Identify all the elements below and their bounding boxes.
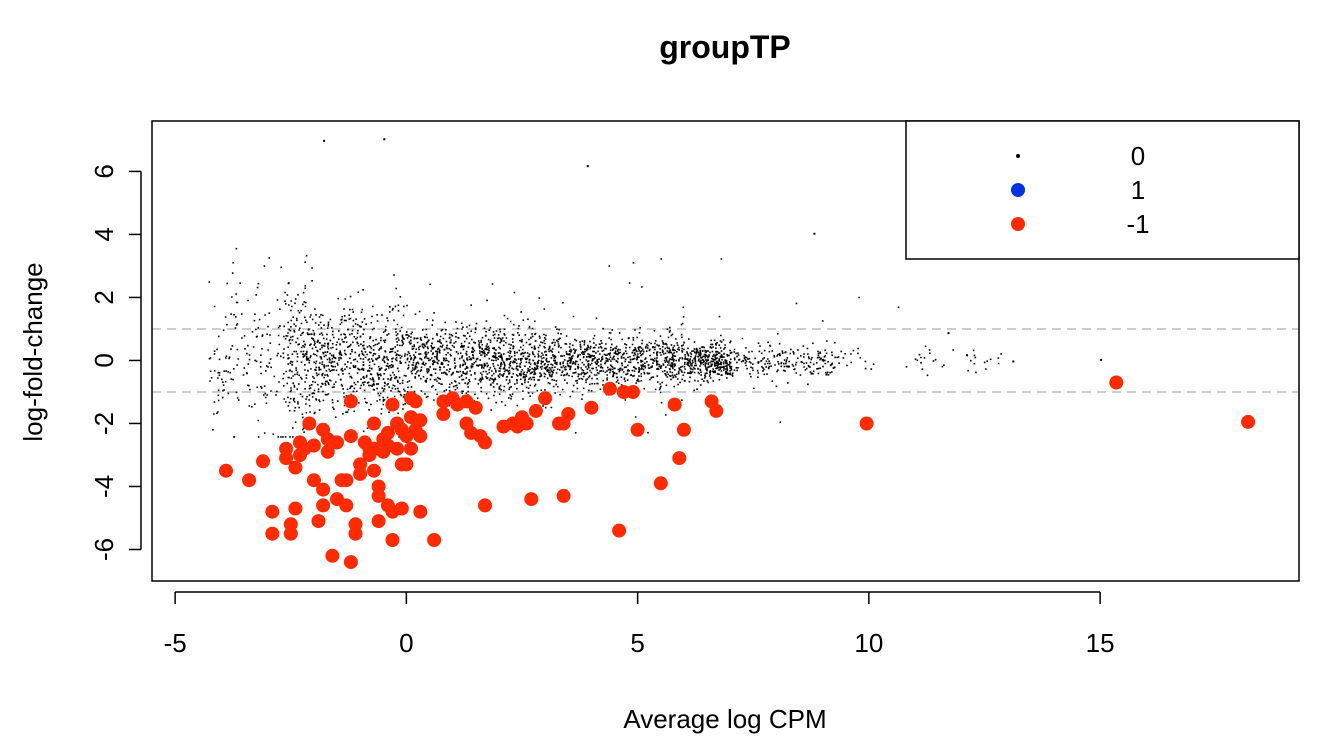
data-point (288, 460, 303, 475)
data-point (339, 498, 354, 513)
data-point (390, 441, 405, 456)
x-tick-label: 15 (1086, 628, 1115, 658)
data-point (367, 463, 381, 478)
x-tick-label: 0 (399, 628, 413, 658)
data-point (219, 463, 233, 478)
data-point (561, 407, 576, 421)
data-point (311, 514, 326, 529)
data-point (343, 394, 358, 409)
data-point (353, 466, 368, 481)
data-point (371, 514, 386, 529)
data-point (325, 548, 340, 563)
data-point (468, 400, 483, 415)
data-point (519, 416, 534, 431)
data-point (242, 473, 257, 488)
x-tick-label: 10 (854, 628, 883, 658)
data-point (302, 416, 317, 431)
data-point (265, 504, 280, 519)
data-point (413, 429, 428, 444)
y-tick-label: -4 (89, 475, 119, 498)
data-point (1241, 414, 1256, 429)
data-point (653, 476, 668, 491)
data-point (316, 498, 331, 513)
y-axis-label: log-fold-change (18, 262, 48, 441)
data-point (427, 533, 442, 547)
legend-marker (1016, 154, 1020, 158)
data-point (343, 429, 358, 444)
data-point (306, 438, 321, 453)
data-point (709, 403, 724, 418)
data-point (265, 526, 280, 541)
y-axis: -6 -4 -2 0 2 4 6 (89, 164, 142, 561)
data-point (538, 391, 553, 406)
data-point (283, 526, 298, 541)
significant-points (219, 375, 1256, 570)
data-point (408, 394, 423, 409)
x-axis: -5 0 5 10 15 (164, 591, 1115, 658)
data-point (436, 407, 451, 421)
data-point (584, 400, 599, 415)
data-point (630, 422, 645, 437)
y-tick-label: -2 (89, 412, 119, 435)
legend: 0 1 -1 (905, 120, 1300, 260)
data-point (343, 555, 358, 570)
chart-title: groupTP (659, 29, 791, 65)
legend-label: 0 (1131, 141, 1145, 171)
legend-label: 1 (1131, 175, 1145, 205)
data-point (316, 482, 331, 497)
data-point (524, 492, 539, 507)
y-tick-label: 6 (89, 164, 119, 178)
x-tick-label: -5 (164, 628, 187, 658)
data-point (859, 416, 874, 431)
data-point (306, 473, 321, 488)
data-point (612, 523, 627, 538)
y-tick-label: 4 (89, 227, 119, 241)
y-tick-label: -6 (89, 538, 119, 561)
data-point (371, 488, 386, 503)
data-point (602, 381, 617, 396)
data-point (339, 473, 354, 488)
x-tick-label: 5 (630, 628, 644, 658)
data-point (367, 416, 381, 431)
data-point (528, 403, 543, 418)
data-point (413, 504, 428, 519)
data-point (556, 488, 571, 503)
data-point (626, 385, 640, 399)
y-tick-label: 2 (89, 290, 119, 304)
legend-marker (1011, 217, 1025, 231)
data-point (288, 501, 303, 516)
data-point (279, 451, 294, 466)
data-point (676, 422, 691, 437)
data-point (330, 435, 344, 450)
legend-box (905, 120, 1300, 260)
plot-area (152, 138, 1299, 570)
data-point (404, 441, 418, 456)
y-tick-label: 0 (89, 353, 119, 367)
data-point (256, 454, 270, 469)
plot-frame (151, 120, 1300, 582)
legend-marker (1011, 183, 1025, 197)
data-point (380, 425, 395, 440)
data-point (385, 533, 400, 547)
data-point (1109, 375, 1124, 390)
data-point (399, 457, 414, 472)
legend-label: -1 (1126, 209, 1149, 239)
data-point (667, 397, 682, 412)
data-point (478, 498, 492, 513)
data-point (672, 451, 687, 466)
reference-lines (152, 328, 1299, 393)
data-point (394, 501, 409, 516)
x-axis-label: Average log CPM (623, 704, 826, 734)
data-point (385, 397, 400, 412)
data-point (413, 413, 428, 428)
data-point (478, 435, 492, 450)
data-point (348, 526, 363, 541)
